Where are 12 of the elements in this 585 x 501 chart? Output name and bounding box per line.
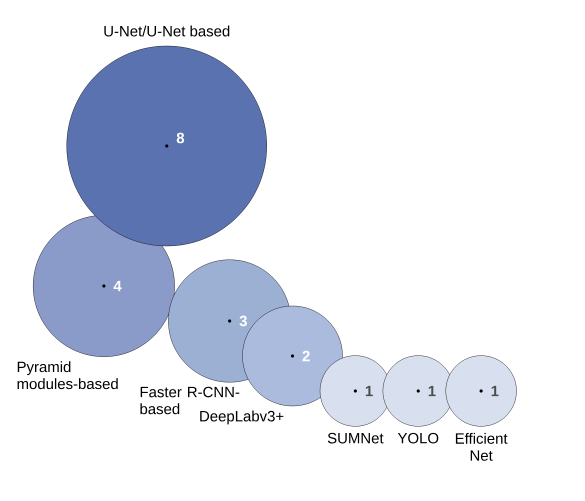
category-label: Efficient Net <box>456 432 508 461</box>
category-label: YOLO <box>398 432 438 444</box>
data-label: 4 <box>114 280 122 292</box>
category-label: U-Net/U-Net based <box>104 25 230 36</box>
category-label: SUMNet <box>328 432 384 444</box>
data-label: 3 <box>239 316 247 326</box>
data-label: 2 <box>302 350 310 362</box>
category-label: Pyramid modules-based <box>18 361 118 390</box>
data-label: 1 <box>428 386 436 396</box>
data-label: 1 <box>492 386 499 396</box>
data-label: 8 <box>176 132 184 144</box>
data-label: 1 <box>366 386 373 396</box>
